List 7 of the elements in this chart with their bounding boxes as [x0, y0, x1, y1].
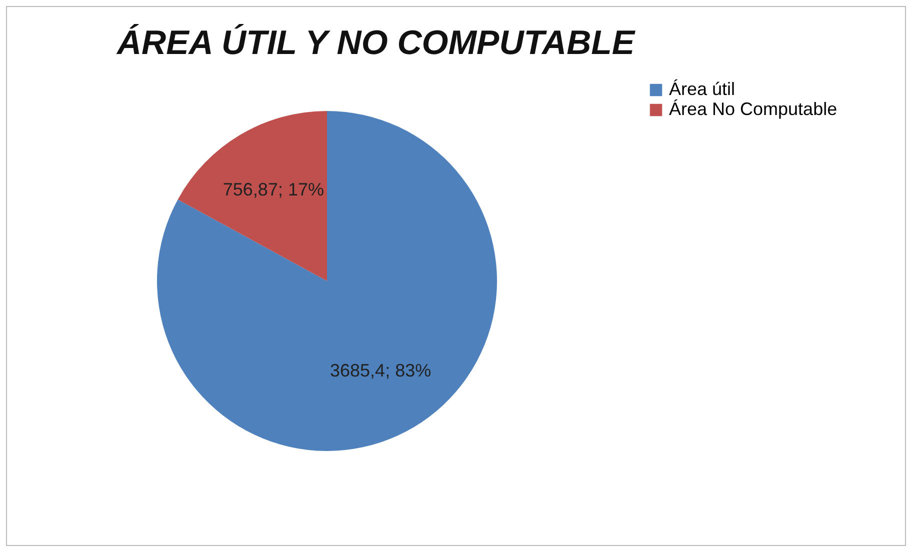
- legend-label: Área útil: [669, 79, 736, 99]
- data-label: 756,87; 17%: [222, 180, 324, 200]
- data-label: 3685,4; 83%: [330, 360, 432, 380]
- chart-title: ÁREA ÚTIL Y NO COMPUTABLE: [116, 23, 636, 62]
- pie-slice: [157, 111, 497, 451]
- pie-slice: [178, 111, 327, 281]
- legend-label: Área No Computable: [669, 99, 838, 119]
